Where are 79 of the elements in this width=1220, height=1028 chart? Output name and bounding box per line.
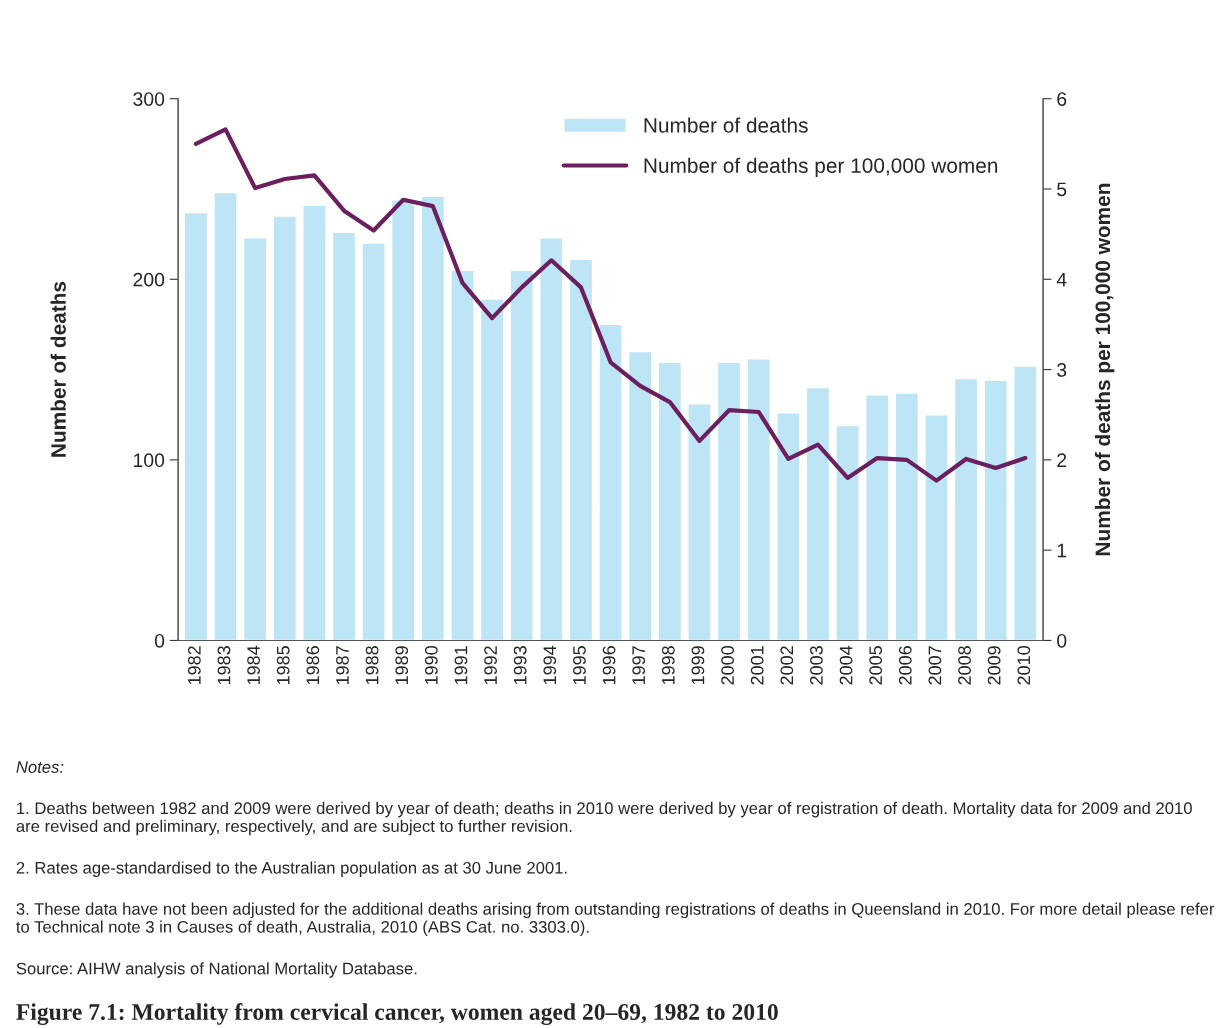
bar	[657, 361, 683, 641]
bar	[1013, 365, 1038, 641]
x-tick-label: 1989	[395, 646, 409, 685]
y2-tick-label: 3	[1057, 363, 1067, 377]
bar	[835, 424, 860, 641]
x-tick-label: 2008	[958, 646, 971, 685]
y2-tick-label: 5	[1057, 182, 1067, 197]
text: Notes:	[16, 761, 64, 773]
y2-axis-title: Number of deaths per 100,000 women	[1094, 183, 1115, 556]
y-tick-label: 100	[133, 453, 165, 468]
x-tick-label: 2009	[987, 646, 1001, 685]
bar	[331, 231, 357, 641]
text: Figure 7.1: Mortality from cervical cancer, women aged 20–69, 1982 to 2010	[16, 1003, 778, 1025]
x-tick-label: 1994	[543, 645, 557, 685]
x-tick-label: 1985	[276, 646, 290, 685]
bar	[242, 237, 268, 641]
bar	[450, 269, 475, 641]
x-tick-label: 1997	[632, 646, 646, 685]
y2-tick-label: 1	[1057, 543, 1067, 558]
x-tick-label: 2003	[810, 646, 823, 685]
bar	[983, 379, 1008, 641]
bar	[509, 269, 534, 641]
text: 2. Rates age-standardised to the Australian population as at 30 June 2001.	[16, 861, 567, 877]
bar	[953, 377, 979, 641]
x-tick-label: 2002	[780, 646, 794, 685]
bar	[302, 204, 327, 641]
bar	[479, 298, 505, 641]
bar	[361, 242, 386, 641]
x-tick-label: 1991	[454, 646, 468, 685]
x-tick-label: 2007	[928, 646, 942, 685]
text: 1. Deaths between 1982 and 2009 were derived by year of death; deaths in 2010 were derived by year of registration of death. Mortality data for 2009 and 2010 are revised and preliminary, respectively, and are subject to further revision.	[16, 801, 1192, 836]
y-tick-label: 0	[154, 633, 165, 648]
source-note: Source: AIHW analysis of National Mortality Database.	[16, 962, 417, 978]
bar	[746, 358, 771, 641]
bar	[627, 350, 653, 641]
bar	[805, 386, 831, 641]
x-tick-label: 1993	[513, 646, 527, 685]
x-tick-label: 1984	[247, 645, 260, 685]
y-tick-label: 300	[133, 92, 165, 106]
y2-tick-label: 0	[1057, 633, 1067, 648]
x-tick-label: 1988	[365, 646, 379, 685]
bar	[539, 237, 564, 641]
x-tick-label: 2001	[750, 646, 764, 685]
x-tick-label: 2005	[869, 646, 883, 685]
x-tick-label: 1990	[424, 646, 438, 685]
x-tick-label: 1996	[602, 646, 616, 685]
bar	[420, 195, 446, 641]
bar	[864, 394, 890, 641]
x-tick-label: 1995	[573, 646, 586, 685]
x-tick-label: 1992	[484, 646, 497, 685]
x-tick-label: 2000	[721, 646, 734, 685]
y2-tick-label: 4	[1056, 272, 1067, 287]
x-tick-label: 1982	[187, 646, 201, 685]
x-tick-label: 2006	[898, 646, 912, 685]
bar	[776, 412, 801, 641]
legend-label: Number of deaths	[644, 117, 808, 133]
x-tick-label: 1987	[336, 646, 349, 685]
bar	[183, 211, 209, 641]
y2-tick-label: 2	[1057, 453, 1067, 467]
x-tick-label: 1998	[661, 646, 675, 685]
legend-label: Number of deaths per 100,000 women	[644, 157, 998, 178]
x-tick-label: 1999	[691, 646, 705, 685]
bar	[272, 215, 298, 641]
text: 3. These data have not been adjusted for the additional deaths arising from outstanding registrations of deaths in Queensland in 2010. For more detail please refer to Technical note 3 in Causes of death, Australia, 2010 (ABS Cat. no. 3303.0).	[16, 902, 1215, 937]
x-tick-label: 1983	[217, 646, 231, 685]
bar	[687, 403, 712, 641]
x-tick-label: 2010	[1017, 646, 1031, 685]
bar	[598, 323, 623, 641]
bar	[391, 199, 416, 641]
bar	[213, 191, 238, 641]
y-tick-label: 200	[133, 272, 165, 287]
bar	[716, 361, 742, 641]
bar	[568, 258, 594, 641]
x-tick-label: 2004	[839, 645, 853, 685]
y-axis-title: Number of deaths	[50, 281, 66, 457]
y2-tick-label: 6	[1057, 92, 1067, 106]
bar	[924, 414, 949, 641]
bar	[894, 392, 920, 641]
x-tick-label: 1986	[306, 646, 320, 685]
